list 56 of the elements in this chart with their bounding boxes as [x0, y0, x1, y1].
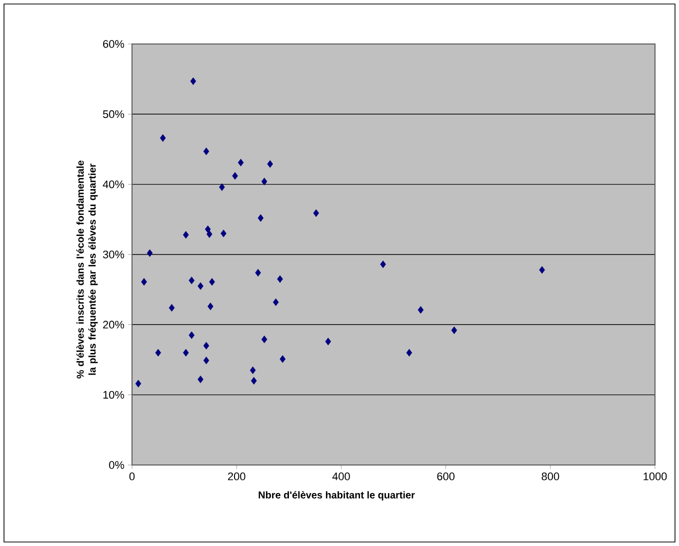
point	[272, 298, 279, 306]
y-axis-title: % d'élèves inscrits dans l'école fondamentale la plus fréquentée par les élèves du quartier	[76, 160, 98, 378]
point	[203, 148, 210, 156]
point	[204, 225, 211, 234]
point	[135, 380, 142, 388]
point	[277, 275, 283, 283]
point	[406, 348, 412, 357]
y-tick-label: 10%	[103, 390, 124, 399]
point	[168, 304, 175, 312]
point	[198, 376, 204, 384]
point	[380, 260, 386, 268]
point	[313, 209, 320, 217]
point	[188, 331, 195, 339]
x-tick-label: 1000	[644, 472, 667, 480]
y-tick-label: 50%	[102, 110, 124, 118]
point	[209, 278, 215, 286]
point	[280, 355, 286, 363]
point	[451, 326, 458, 334]
point	[146, 249, 153, 257]
x-tick-label: 0	[129, 472, 135, 480]
point	[267, 160, 273, 168]
x-axis-title: Nbre d'élèves habitant le quartier	[258, 491, 415, 500]
point	[250, 376, 257, 385]
y-tick-label: 20%	[103, 320, 124, 329]
point	[232, 172, 238, 180]
point	[220, 230, 226, 238]
y-tick-label: 60%	[103, 40, 124, 48]
y-tick-label: 40%	[102, 180, 124, 188]
point	[182, 348, 189, 357]
x-tick-label: 800	[542, 472, 560, 480]
point	[160, 134, 166, 142]
point	[539, 266, 545, 274]
point	[190, 77, 196, 85]
point	[250, 366, 256, 374]
point	[255, 268, 261, 277]
point	[261, 336, 268, 344]
point	[188, 276, 195, 284]
point	[238, 158, 244, 166]
y-tick-label: 30%	[102, 250, 124, 258]
y-tick-label: 0%	[109, 461, 124, 469]
x-tick-label: 200	[228, 472, 246, 480]
point	[182, 231, 189, 239]
point	[203, 356, 210, 364]
point	[325, 338, 332, 346]
point	[206, 230, 212, 238]
x-tick-label: 600	[437, 472, 455, 480]
point	[208, 302, 214, 310]
point	[155, 348, 162, 357]
point	[258, 214, 264, 222]
point	[203, 342, 210, 350]
point	[418, 306, 424, 314]
point	[198, 282, 204, 290]
point	[219, 183, 225, 191]
point	[141, 278, 147, 286]
point	[261, 178, 268, 186]
x-tick-label: 400	[332, 472, 350, 480]
